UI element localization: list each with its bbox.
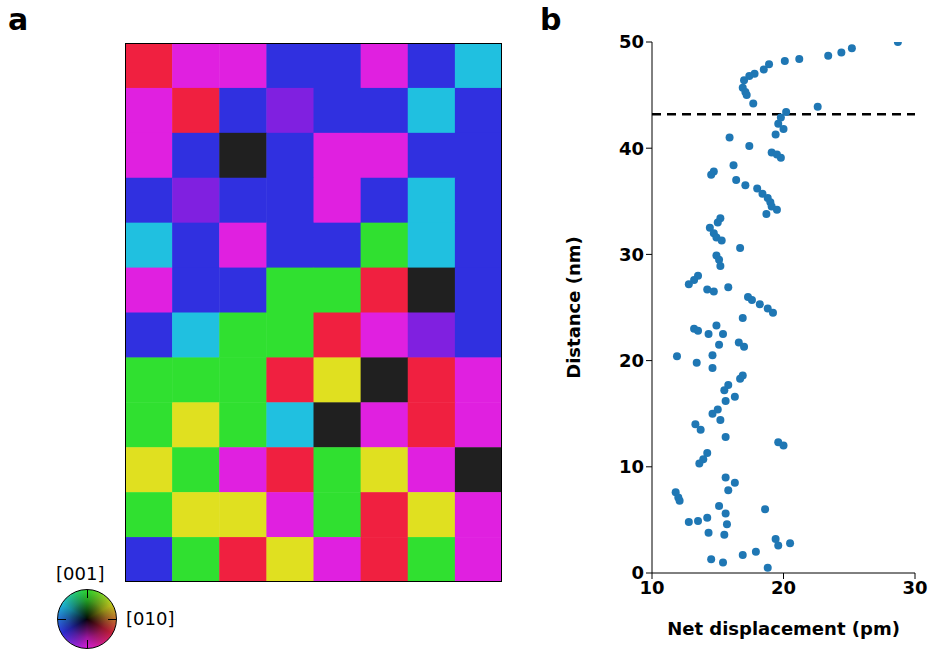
svg-text:10: 10: [639, 576, 665, 598]
svg-text:Net displacement (pm): Net displacement (pm): [667, 618, 900, 639]
html-text:[010]: [010]: [126, 608, 175, 629]
html-text:a: a: [8, 2, 29, 37]
svg-text:20: 20: [619, 350, 644, 371]
svg-text:40: 40: [619, 138, 644, 159]
svg-text:10: 10: [619, 456, 644, 477]
svg-text:30: 30: [902, 577, 927, 598]
svg-text:0: 0: [631, 562, 644, 583]
svg-text:30: 30: [619, 244, 644, 265]
html-text:[001]: [001]: [56, 563, 105, 584]
svg-text:20: 20: [771, 577, 796, 598]
html-text:b: b: [540, 2, 562, 37]
svg-text:Distance (nm): Distance (nm): [563, 236, 584, 379]
svg-text:50: 50: [619, 31, 644, 52]
